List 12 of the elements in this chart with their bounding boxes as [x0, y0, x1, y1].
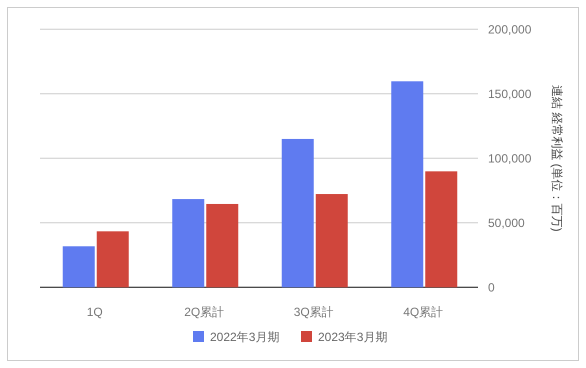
y-tick-label: 150,000 [488, 86, 532, 101]
y-tick-label: 100,000 [488, 151, 532, 166]
legend-label: 2023年3月期 [318, 330, 388, 344]
y-tick-label: 200,000 [488, 22, 532, 36]
x-tick-label: 2Q累計 [184, 305, 224, 319]
x-tick-label: 1Q [86, 305, 103, 319]
y-axis-title: 連結 経常利益 (単位：百万) [550, 84, 564, 232]
y-tick-label: 50,000 [488, 216, 526, 230]
x-tick-label: 4Q累計 [403, 305, 444, 319]
legend-label: 2022年3月期 [210, 330, 280, 344]
y-tick-label: 0 [488, 280, 495, 294]
x-tick-label: 3Q累計 [294, 305, 334, 319]
